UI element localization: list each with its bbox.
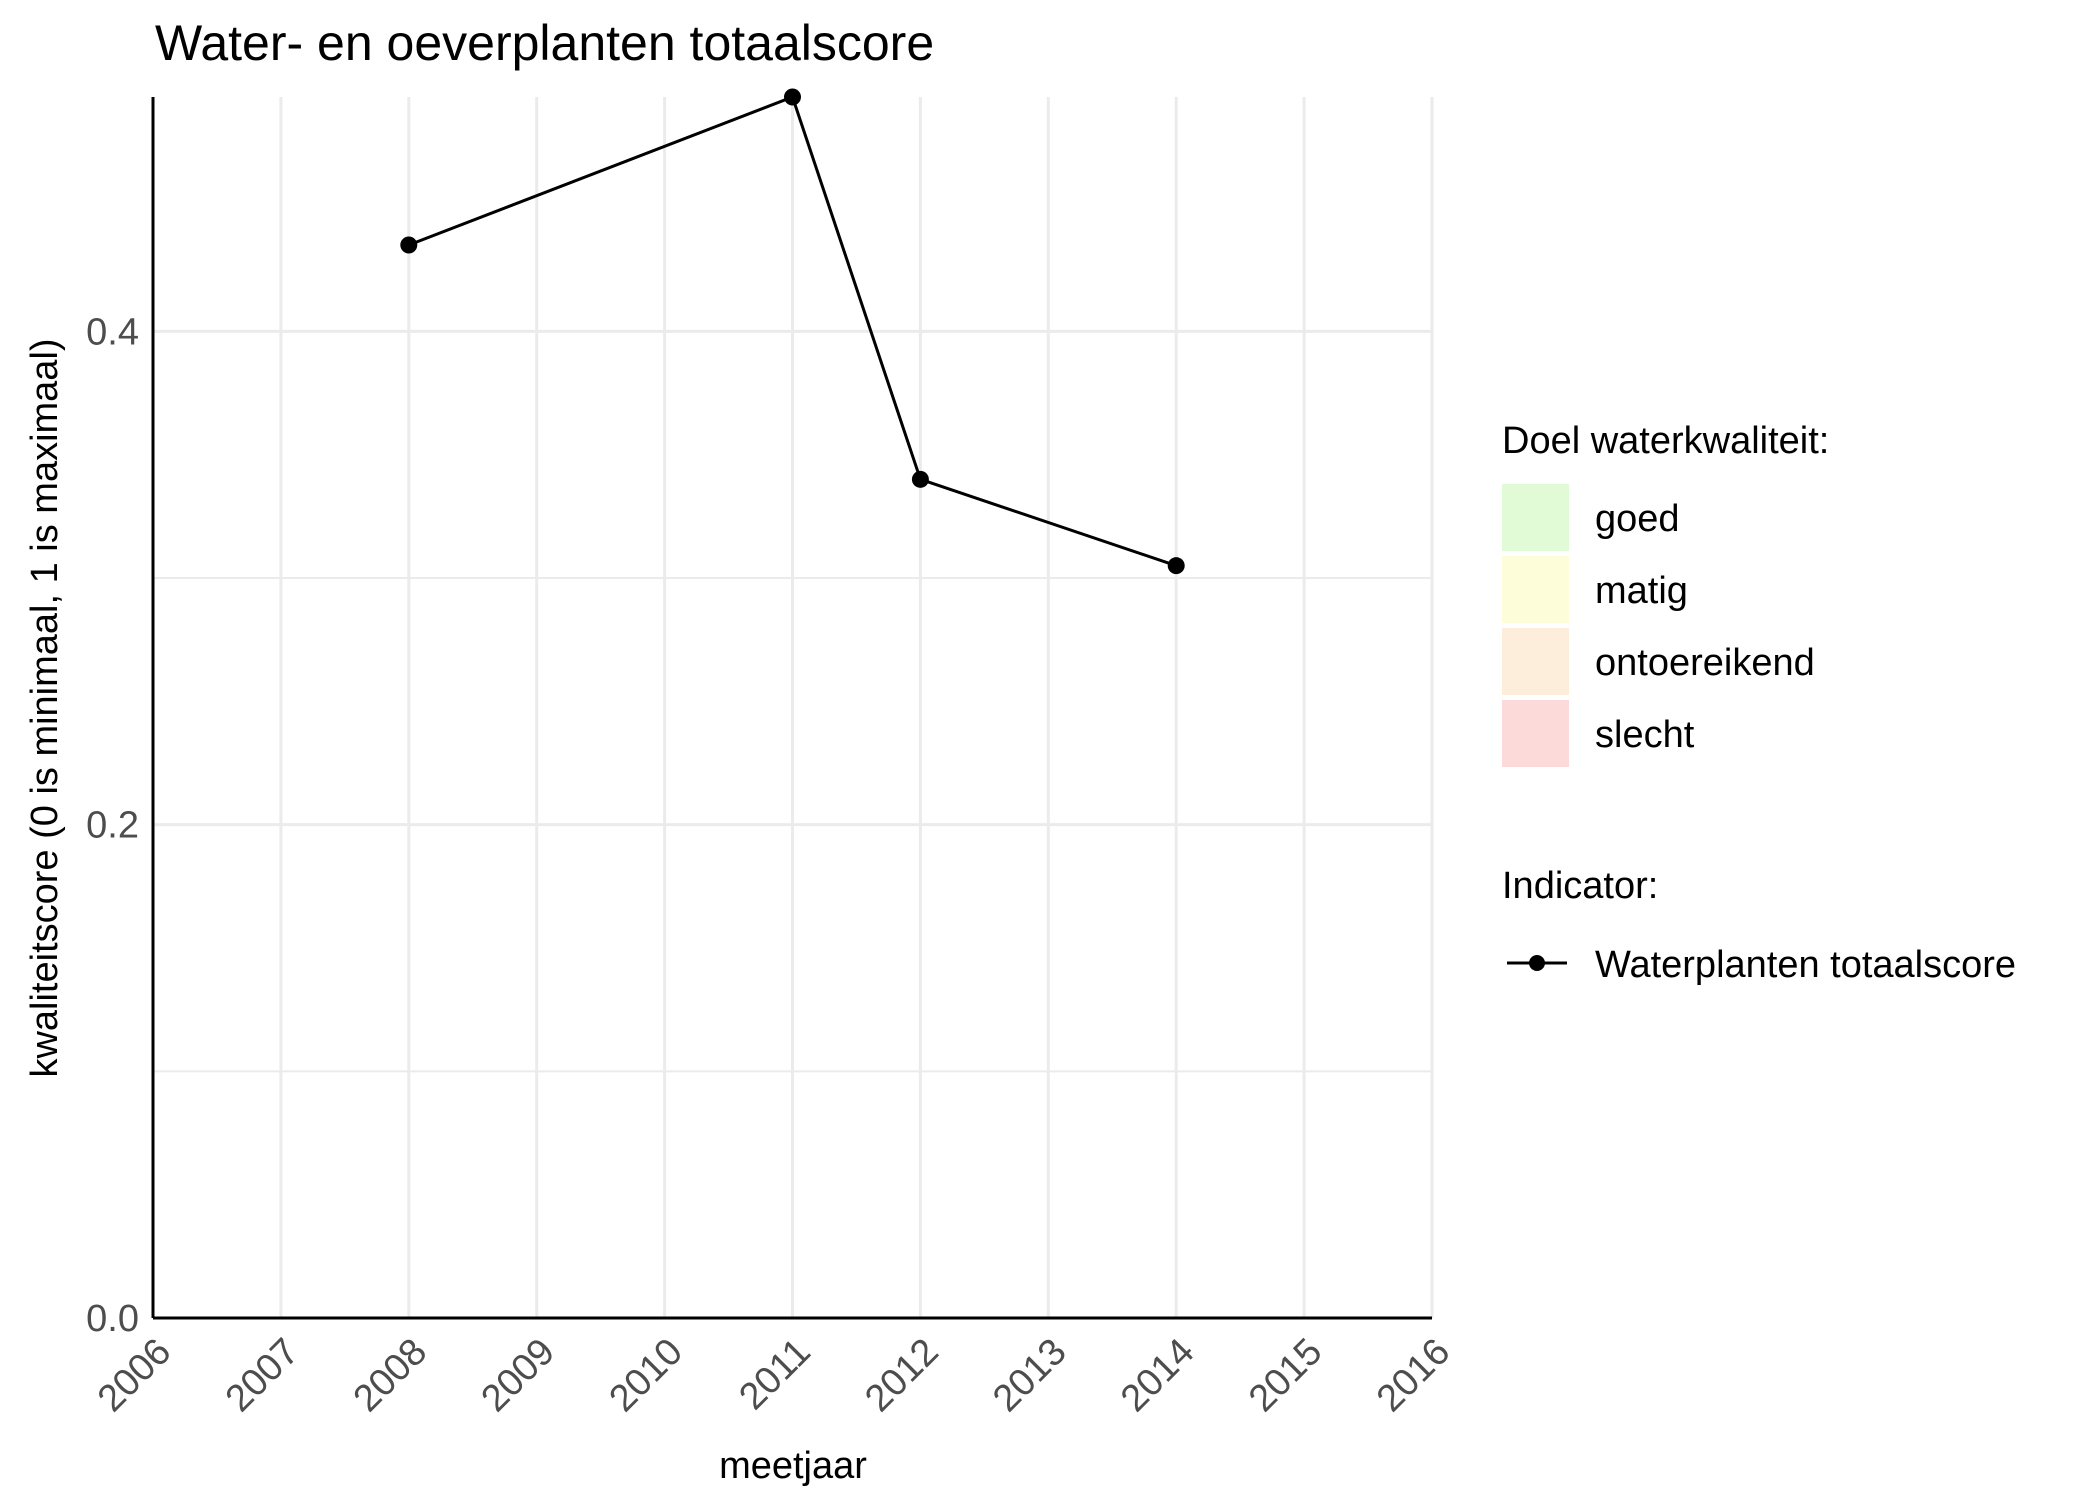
legend: Doel waterkwaliteit: goed matig ontoereike… <box>1502 420 2016 986</box>
y-tick-label: 0.4 <box>86 311 139 353</box>
x-tick-label: 2013 <box>985 1331 1074 1420</box>
x-tick-labels: 2006 2007 2008 2009 2010 2011 2012 2013 2014 2015… <box>90 1331 1458 1420</box>
data-point <box>400 236 418 254</box>
legend-indicator-marker <box>1529 955 1545 971</box>
legend-swatch <box>1502 484 1569 551</box>
x-tick-label: 2016 <box>1369 1331 1458 1420</box>
chart-title: Water- en oeverplanten totaalscore <box>155 15 934 71</box>
legend-indicator-title: Indicator: <box>1502 865 1658 907</box>
legend-swatch <box>1502 700 1569 767</box>
x-tick-label: 2015 <box>1241 1331 1330 1420</box>
x-tick-label: 2010 <box>601 1331 690 1420</box>
data-point <box>911 470 929 488</box>
legend-indicator-label: Waterplanten totaalscore <box>1595 944 2016 986</box>
series-line <box>408 95 1177 568</box>
x-tick-label: 2006 <box>90 1331 179 1420</box>
legend-quality-items: goed matig ontoereikend slecht <box>1502 484 1815 767</box>
legend-label: goed <box>1595 498 1680 540</box>
x-tick-label: 2012 <box>857 1331 946 1420</box>
major-gridlines <box>151 97 1434 1320</box>
x-tick-label: 2009 <box>474 1331 563 1420</box>
y-tick-labels: 0.0 0.2 0.4 <box>86 311 139 1340</box>
data-point <box>784 88 801 106</box>
y-axis-title: kwaliteitscore (0 is minimaal, 1 is maxi… <box>24 338 66 1077</box>
legend-label: slecht <box>1595 714 1695 756</box>
legend-quality-title: Doel waterkwaliteit: <box>1502 420 1829 462</box>
legend-label: matig <box>1595 570 1688 612</box>
legend-swatch <box>1502 556 1569 623</box>
y-tick-label: 0.2 <box>86 805 139 847</box>
x-axis-title: meetjaar <box>719 1445 867 1487</box>
legend-swatch <box>1502 628 1569 695</box>
x-tick-label: 2014 <box>1113 1331 1202 1420</box>
series-layer <box>400 88 1185 575</box>
x-tick-label: 2007 <box>218 1331 307 1420</box>
legend-label: ontoereikend <box>1595 642 1815 684</box>
x-tick-label: 2008 <box>346 1331 435 1420</box>
y-tick-label: 0.0 <box>86 1298 139 1340</box>
x-tick-label: 2011 <box>731 1331 818 1418</box>
data-point <box>1167 557 1185 575</box>
